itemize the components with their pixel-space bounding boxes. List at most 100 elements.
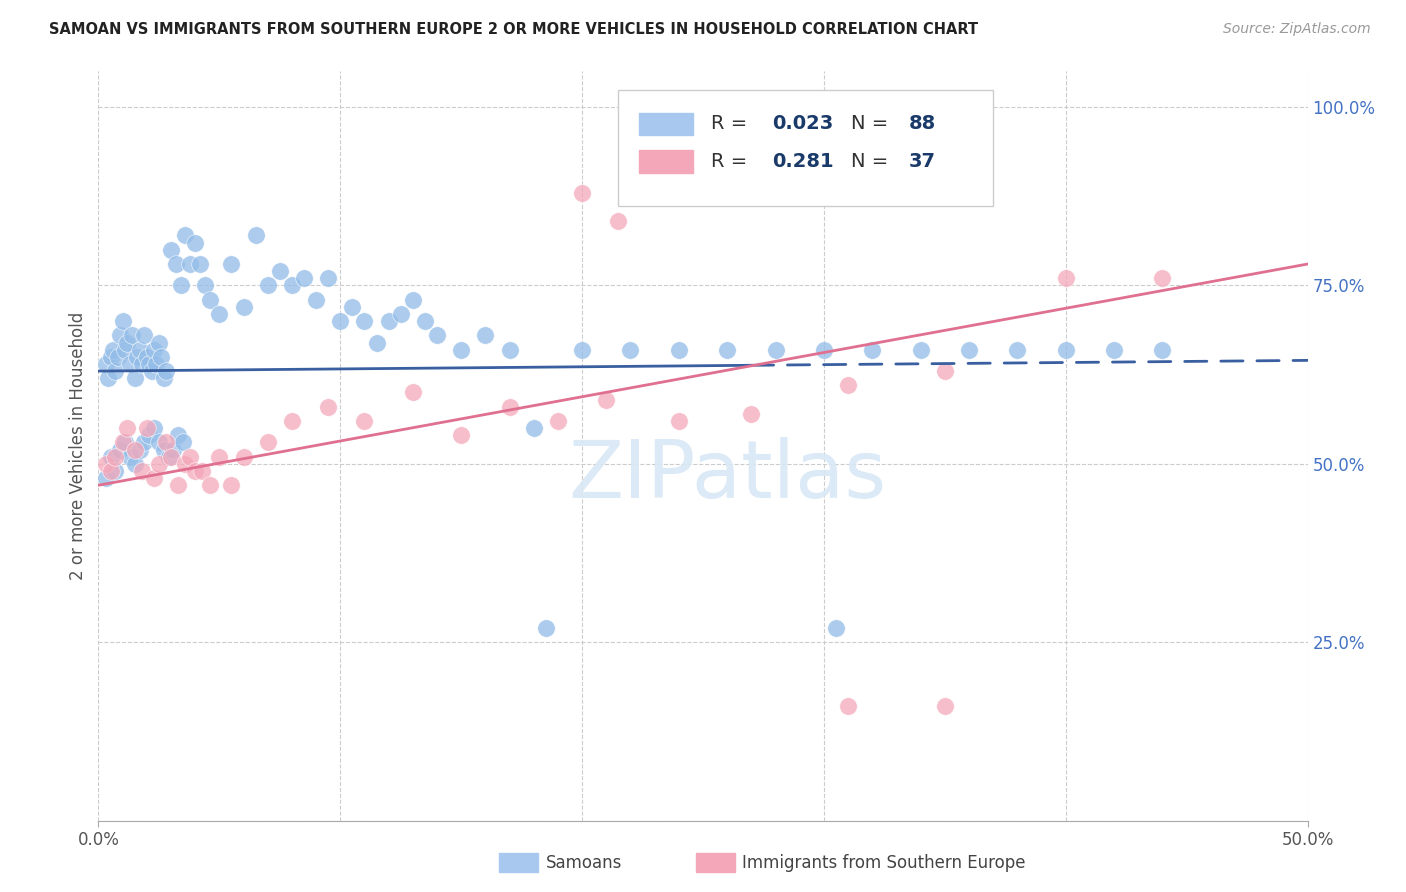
- Point: [152, 442, 174, 457]
- Point: [138, 357, 160, 371]
- Point: [837, 378, 859, 392]
- Text: Source: ZipAtlas.com: Source: ZipAtlas.com: [1223, 22, 1371, 37]
- Point: [100, 464, 122, 478]
- Point: [131, 357, 153, 371]
- Text: ZIPatlas: ZIPatlas: [568, 437, 886, 515]
- Point: [94, 457, 117, 471]
- Point: [160, 450, 183, 464]
- Point: [208, 307, 231, 321]
- Point: [104, 464, 127, 478]
- Point: [292, 271, 315, 285]
- Point: [117, 335, 139, 350]
- Point: [150, 350, 173, 364]
- Text: N =: N =: [851, 152, 894, 170]
- Point: [152, 371, 174, 385]
- Point: [148, 457, 170, 471]
- Point: [1152, 271, 1174, 285]
- Point: [143, 421, 166, 435]
- Point: [128, 442, 150, 457]
- Point: [498, 343, 520, 357]
- Point: [111, 435, 134, 450]
- Point: [145, 357, 167, 371]
- Point: [571, 186, 593, 200]
- Point: [860, 343, 883, 357]
- Point: [716, 343, 738, 357]
- Point: [813, 343, 835, 357]
- Point: [498, 400, 520, 414]
- Point: [1007, 343, 1029, 357]
- Point: [269, 264, 291, 278]
- Text: Immigrants from Southern Europe: Immigrants from Southern Europe: [742, 854, 1026, 871]
- Point: [256, 278, 278, 293]
- Point: [934, 364, 956, 378]
- Point: [957, 343, 980, 357]
- Point: [474, 328, 496, 343]
- Point: [100, 350, 122, 364]
- Point: [179, 257, 201, 271]
- Point: [595, 392, 617, 407]
- Point: [245, 228, 267, 243]
- Text: 88: 88: [908, 114, 936, 133]
- Point: [143, 343, 166, 357]
- Point: [101, 343, 124, 357]
- Point: [825, 621, 848, 635]
- Y-axis label: 2 or more Vehicles in Household: 2 or more Vehicles in Household: [69, 312, 87, 580]
- Point: [134, 328, 156, 343]
- Point: [172, 435, 194, 450]
- Point: [316, 400, 339, 414]
- Point: [1102, 343, 1125, 357]
- Point: [256, 435, 278, 450]
- Point: [740, 407, 762, 421]
- Text: SAMOAN VS IMMIGRANTS FROM SOUTHERN EUROPE 2 OR MORE VEHICLES IN HOUSEHOLD CORREL: SAMOAN VS IMMIGRANTS FROM SOUTHERN EUROP…: [49, 22, 979, 37]
- Text: R =: R =: [711, 114, 754, 133]
- Point: [148, 335, 170, 350]
- Point: [174, 457, 197, 471]
- Point: [342, 300, 364, 314]
- Point: [934, 699, 956, 714]
- Text: 0.281: 0.281: [772, 152, 834, 170]
- Point: [377, 314, 399, 328]
- Point: [188, 257, 211, 271]
- Point: [135, 421, 157, 435]
- Point: [547, 414, 569, 428]
- Point: [134, 435, 156, 450]
- Point: [127, 350, 149, 364]
- Point: [198, 293, 221, 307]
- Point: [100, 450, 122, 464]
- Point: [366, 335, 388, 350]
- Point: [607, 214, 630, 228]
- Point: [169, 278, 191, 293]
- Bar: [638, 150, 693, 172]
- Point: [148, 435, 170, 450]
- Point: [523, 421, 546, 435]
- Point: [668, 414, 690, 428]
- Point: [114, 435, 136, 450]
- Text: 37: 37: [908, 152, 935, 170]
- Point: [184, 464, 207, 478]
- Point: [167, 428, 190, 442]
- Point: [162, 442, 184, 457]
- Bar: [638, 112, 693, 135]
- Point: [114, 343, 136, 357]
- Point: [208, 450, 231, 464]
- Text: R =: R =: [711, 152, 754, 170]
- Point: [221, 257, 243, 271]
- Point: [104, 450, 127, 464]
- Point: [221, 478, 243, 492]
- Point: [141, 364, 163, 378]
- Point: [198, 478, 221, 492]
- Point: [426, 328, 449, 343]
- Point: [157, 450, 180, 464]
- Point: [765, 343, 787, 357]
- Point: [174, 228, 197, 243]
- Point: [316, 271, 339, 285]
- Point: [281, 278, 304, 293]
- Point: [108, 328, 131, 343]
- Point: [94, 357, 117, 371]
- Point: [571, 343, 593, 357]
- Point: [910, 343, 932, 357]
- Point: [837, 699, 859, 714]
- Point: [329, 314, 352, 328]
- Point: [118, 357, 141, 371]
- Text: 0.023: 0.023: [772, 114, 834, 133]
